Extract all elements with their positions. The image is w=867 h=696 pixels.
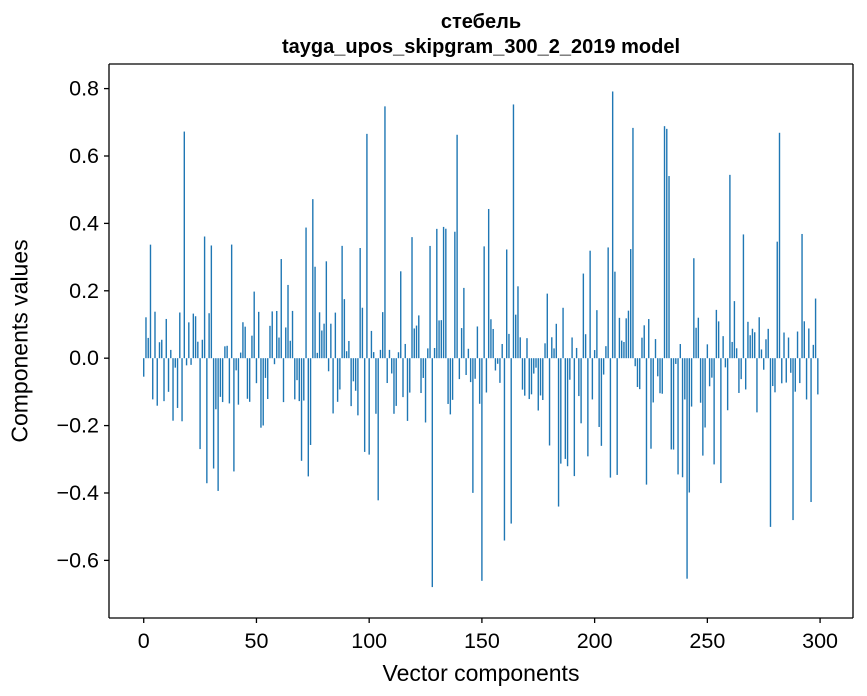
svg-text:−0.2: −0.2: [57, 414, 99, 438]
svg-text:250: 250: [689, 629, 725, 653]
svg-text:0.6: 0.6: [69, 144, 99, 168]
svg-text:0: 0: [138, 629, 150, 653]
svg-text:300: 300: [802, 629, 838, 653]
svg-text:0.8: 0.8: [69, 77, 99, 101]
svg-text:200: 200: [577, 629, 613, 653]
svg-text:0.0: 0.0: [69, 346, 99, 370]
svg-text:50: 50: [244, 629, 268, 653]
svg-text:150: 150: [464, 629, 500, 653]
svg-text:0.2: 0.2: [69, 279, 99, 303]
svg-text:100: 100: [351, 629, 387, 653]
svg-text:−0.4: −0.4: [57, 481, 99, 505]
svg-text:0.4: 0.4: [69, 211, 99, 235]
svg-text:−0.6: −0.6: [57, 548, 99, 572]
